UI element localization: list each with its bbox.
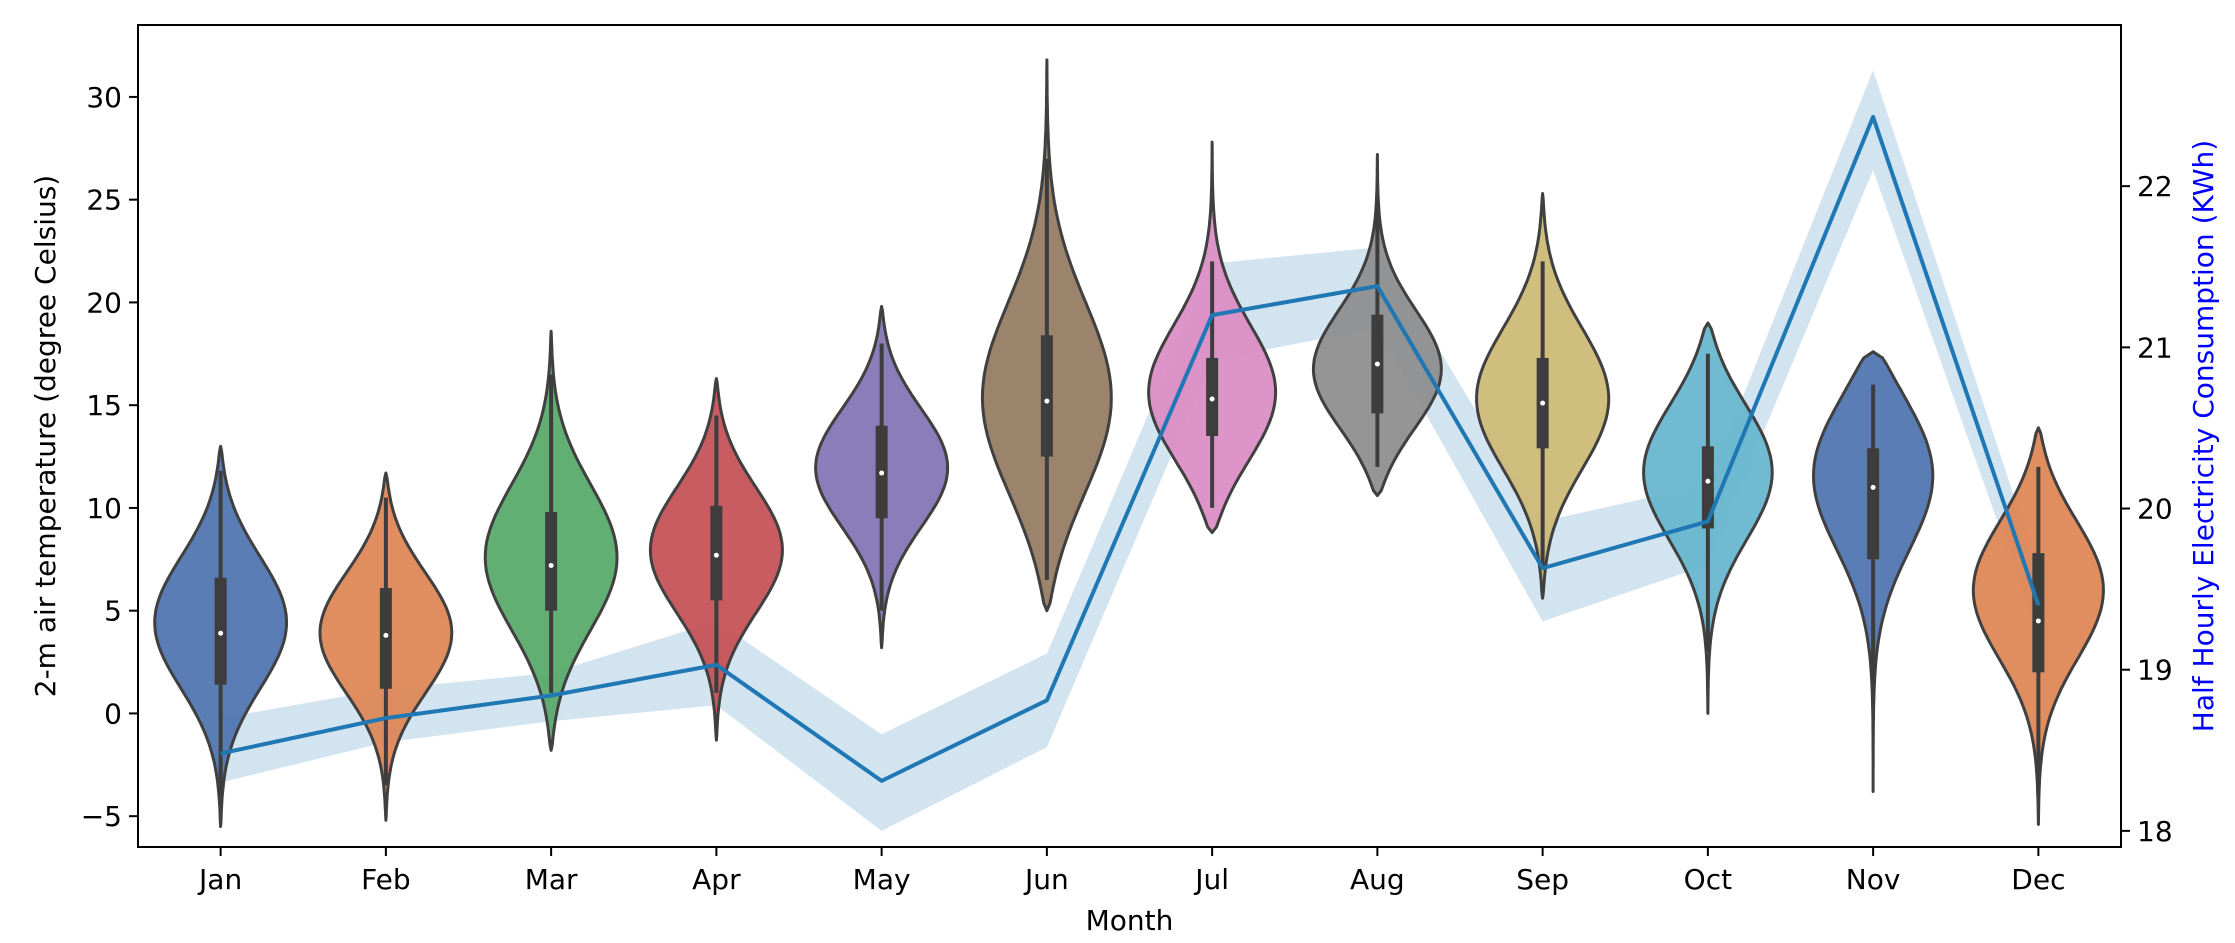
- x-tick-label: Apr: [692, 863, 741, 896]
- violin-jul: [1147, 140, 1278, 535]
- y2-tick-label: 22: [2137, 170, 2173, 203]
- y2-tick-label: 18: [2137, 815, 2173, 848]
- y2-tick-label: 19: [2137, 654, 2173, 687]
- violin-jan: [153, 444, 288, 828]
- violin-median-dot: [1209, 396, 1215, 402]
- violin-mar: [483, 329, 619, 752]
- y-tick-label: 20: [86, 286, 122, 319]
- violin-median-dot: [218, 630, 224, 636]
- y-tick-label: 5: [104, 595, 122, 628]
- violin-median-dot: [1870, 484, 1876, 490]
- violin-median-dot: [1540, 400, 1546, 406]
- y-tick-label: 10: [86, 492, 122, 525]
- consumption-line: [220, 114, 2041, 783]
- y-tick-label: −5: [81, 800, 122, 833]
- violin-dec: [1971, 426, 2105, 826]
- x-tick-label: May: [853, 863, 911, 896]
- x-tick-label: Jan: [197, 863, 242, 896]
- violin-median-dot: [1044, 398, 1050, 404]
- x-tick-label: Jun: [1023, 863, 1069, 896]
- x-tick-label: Aug: [1350, 863, 1405, 896]
- violin-median-dot: [1705, 478, 1711, 484]
- violin-median-dot: [548, 562, 554, 568]
- y-tick-label: 30: [86, 81, 122, 114]
- y-tick-label: 0: [104, 697, 122, 730]
- plot-frame: [137, 24, 2122, 848]
- violin-iqr-box: [545, 512, 558, 611]
- x-axis-ticks: Jan Feb Mar Apr May Jun Jul Aug Sep Oct Nov Dec: [197, 847, 2065, 896]
- x-tick-label: Oct: [1684, 863, 1732, 896]
- y-tick-label: 15: [86, 389, 122, 422]
- consumption-confidence-band: [220, 70, 2039, 831]
- y-tick-label: 25: [86, 184, 122, 217]
- x-tick-label: Feb: [361, 863, 411, 896]
- consumption-line-layer: [220, 114, 2041, 783]
- x-tick-label: Jul: [1193, 863, 1229, 896]
- violin-iqr-box: [1867, 448, 1880, 560]
- violin-iqr-box: [1701, 446, 1714, 529]
- violin-median-dot: [879, 470, 885, 476]
- y2-axis-ticks: 18 19 20 21 22: [2121, 170, 2173, 848]
- x-tick-label: Dec: [2011, 863, 2065, 896]
- x-tick-label: Mar: [525, 863, 578, 896]
- violin-iqr-box: [2032, 553, 2045, 673]
- violin-iqr-box: [1040, 335, 1053, 457]
- y-axis-ticks: −5 0 5 10 15 20 25 30: [81, 81, 138, 833]
- violin-may: [814, 305, 950, 650]
- violin-nov: [1812, 350, 1935, 793]
- violin-apr: [648, 377, 784, 742]
- violin-median-dot: [1374, 361, 1380, 367]
- y2-tick-label: 21: [2137, 331, 2173, 364]
- x-tick-label: Sep: [1516, 863, 1569, 896]
- violin-jun: [980, 58, 1113, 613]
- violin-iqr-box: [379, 588, 392, 689]
- y2-axis-label: Half Hourly Electricity Consumption (KWh…: [2187, 140, 2220, 732]
- violin-aug: [1311, 153, 1443, 498]
- y-axis-label: 2-m air temperature (degree Celsius): [29, 175, 62, 697]
- x-axis-label: Month: [1086, 904, 1174, 937]
- violin-median-dot: [383, 632, 389, 638]
- violin-layer: [153, 58, 2105, 828]
- y2-tick-label: 20: [2137, 493, 2173, 526]
- x-tick-label: Nov: [1846, 863, 1901, 896]
- consumption-band-layer: [220, 70, 2039, 831]
- violin-feb: [318, 471, 454, 822]
- violin-sep: [1475, 192, 1611, 600]
- violin-median-dot: [2035, 618, 2041, 624]
- violin-median-dot: [713, 552, 719, 558]
